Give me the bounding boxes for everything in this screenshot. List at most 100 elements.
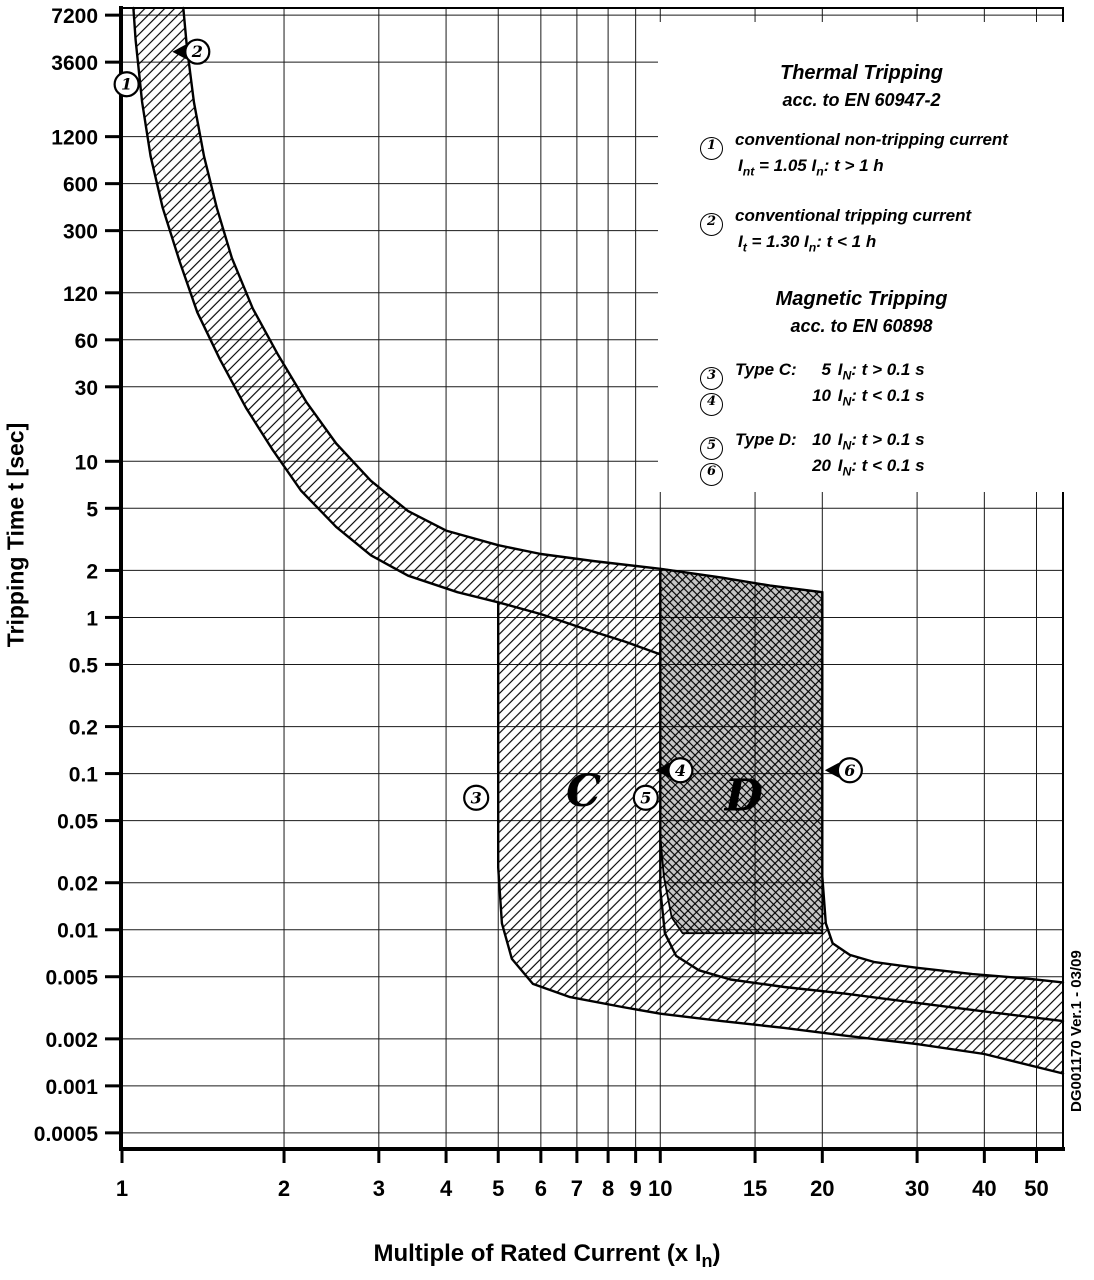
f2-condition: : t < 1 h: [816, 232, 877, 251]
svg-text:5: 5: [492, 1176, 504, 1201]
f1-symbol-sub: nt: [742, 164, 755, 179]
svg-text:5: 5: [640, 788, 651, 807]
marker-arrow-4: [655, 762, 670, 778]
svg-text:4: 4: [675, 761, 686, 780]
svg-text:0.2: 0.2: [69, 717, 98, 740]
svg-text:30: 30: [75, 377, 98, 400]
v3-i: I: [833, 360, 843, 379]
svg-text:10: 10: [75, 451, 98, 474]
v4-cond: : t < 0.1 s: [851, 386, 925, 405]
marker-arrow-2: [172, 44, 187, 60]
legend-circled-5: 5: [700, 437, 723, 460]
document-code: DG001170 Ver.1 - 03/09: [1068, 950, 1085, 1112]
svg-text:300: 300: [63, 221, 98, 244]
svg-text:0.05: 0.05: [57, 811, 98, 834]
type-c-label: Type C:: [735, 360, 797, 379]
legend-box: Thermal Tripping acc. to EN 60947-2 1 con…: [658, 22, 1065, 492]
region-tolerance-band: [133, 8, 1063, 1074]
svg-text:600: 600: [63, 174, 98, 197]
x-axis-title-sub: n: [701, 1250, 713, 1271]
svg-text:6: 6: [844, 761, 855, 780]
svg-text:1: 1: [86, 607, 98, 630]
svg-text:7: 7: [571, 1176, 583, 1201]
curve-magnetic-d-max-20-in: [821, 591, 1065, 984]
svg-text:20: 20: [810, 1176, 834, 1201]
marker-5: 5: [632, 784, 659, 811]
v5-i: I: [833, 430, 843, 449]
curve-thermal-lower-1-05-in: [132, 6, 662, 656]
legend-item-2: 2 conventional tripping current: [700, 206, 971, 236]
type-d-value-2: 20 IN: t < 0.1 s: [805, 456, 924, 479]
svg-text:60: 60: [75, 330, 98, 353]
v4-sub: N: [842, 394, 852, 409]
legend-item-4: 4 10 IN: t < 0.1 s: [700, 386, 925, 416]
svg-text:50: 50: [1024, 1176, 1048, 1201]
legend-item-1: 1 conventional non-tripping current: [700, 130, 1008, 160]
f2-equation: = 1.30 I: [746, 232, 809, 251]
svg-text:2: 2: [86, 560, 98, 583]
svg-text:3: 3: [373, 1176, 385, 1201]
x-axis-title: Multiple of Rated Current (x In): [0, 1240, 1094, 1272]
magnetic-tripping-title: Magnetic Tripping: [775, 288, 948, 310]
legend-item-3: 3 Type C: 5 IN: t > 0.1 s: [700, 360, 925, 390]
svg-text:7200: 7200: [51, 5, 98, 28]
marker-3: 3: [463, 784, 490, 811]
legend-item-5: 5 Type D: 10 IN: t > 0.1 s: [700, 430, 925, 460]
svg-text:120: 120: [63, 283, 98, 306]
svg-text:0.0005: 0.0005: [34, 1123, 99, 1146]
thermal-tripping-title: Thermal Tripping: [780, 62, 943, 84]
v3-sub: N: [842, 368, 852, 383]
y-axis-title: Tripping Time t [sec]: [2, 422, 29, 648]
svg-text:15: 15: [743, 1176, 767, 1201]
v6-sub: N: [842, 464, 852, 479]
f2-symbol-sub: t: [742, 240, 747, 255]
x-axis-title-text: Multiple of Rated Current (x I: [373, 1240, 702, 1267]
svg-text:5: 5: [86, 498, 98, 521]
type-d-value-1: 10 IN: t > 0.1 s: [805, 430, 925, 452]
v4-i: I: [833, 386, 843, 405]
legend-formula-1: Int = 1.05 In: t > 1 h: [738, 156, 884, 178]
svg-text:30: 30: [905, 1176, 929, 1201]
legend-circled-2: 2: [700, 213, 723, 236]
svg-text:0.01: 0.01: [57, 920, 98, 943]
curve-magnetic-d-min-10-in: [659, 888, 1065, 1023]
v3-num: 5: [821, 360, 831, 379]
v6-num: 20: [812, 456, 831, 475]
legend-desc-2: conventional tripping current: [735, 206, 972, 225]
f2-equation-sub: n: [808, 240, 817, 255]
svg-text:4: 4: [440, 1176, 453, 1201]
thermal-tripping-subtitle: acc. to EN 60947-2: [782, 90, 941, 110]
curve-magnetic-c-min-5-in: [497, 601, 1065, 1075]
svg-text:0.1: 0.1: [69, 764, 99, 787]
marker-arrow-6: [824, 762, 839, 778]
type-c-value-2: 10 IN: t < 0.1 s: [805, 386, 925, 409]
marker-6: 6: [824, 757, 863, 784]
legend-circled-4: 4: [700, 393, 723, 416]
f1-equation: = 1.05 I: [754, 156, 817, 175]
y-tick-labels: 7200 3600 1200 600 300 120 60 30 10 5 2 1 0.5 0.2 0.1 0…: [34, 5, 119, 1146]
svg-text:0.001: 0.001: [45, 1076, 98, 1099]
marker-1: 1: [113, 71, 140, 98]
region-label-D: D: [723, 771, 763, 822]
svg-text:0.5: 0.5: [69, 654, 99, 677]
svg-text:40: 40: [972, 1176, 996, 1201]
svg-text:8: 8: [602, 1176, 614, 1201]
region-type-d-hatch: [659, 567, 824, 935]
legend-item-6: 6 20 IN: t < 0.1 s: [700, 456, 925, 486]
svg-text:10: 10: [648, 1176, 672, 1201]
legend-circled-1: 1: [700, 137, 723, 160]
svg-text:1200: 1200: [51, 127, 98, 150]
x-tick-labels: 1 2 3 4 5 6 7 8 9 10 15 20 30 40 50: [116, 1150, 1049, 1201]
v5-cond: : t > 0.1 s: [851, 430, 925, 449]
type-c-value-1: 5 IN: t > 0.1 s: [805, 360, 925, 383]
svg-text:1: 1: [116, 1176, 128, 1201]
svg-text:3600: 3600: [51, 52, 98, 75]
x-axis-title-close: ): [712, 1240, 721, 1267]
marker-4: 4: [655, 757, 694, 784]
v6-i: I: [833, 456, 843, 475]
region-label-C: C: [566, 766, 601, 817]
v4-num: 10: [812, 386, 831, 405]
svg-text:2: 2: [191, 42, 203, 61]
f1-condition: : t > 1 h: [823, 156, 884, 175]
f2-symbol: I: [738, 232, 743, 251]
